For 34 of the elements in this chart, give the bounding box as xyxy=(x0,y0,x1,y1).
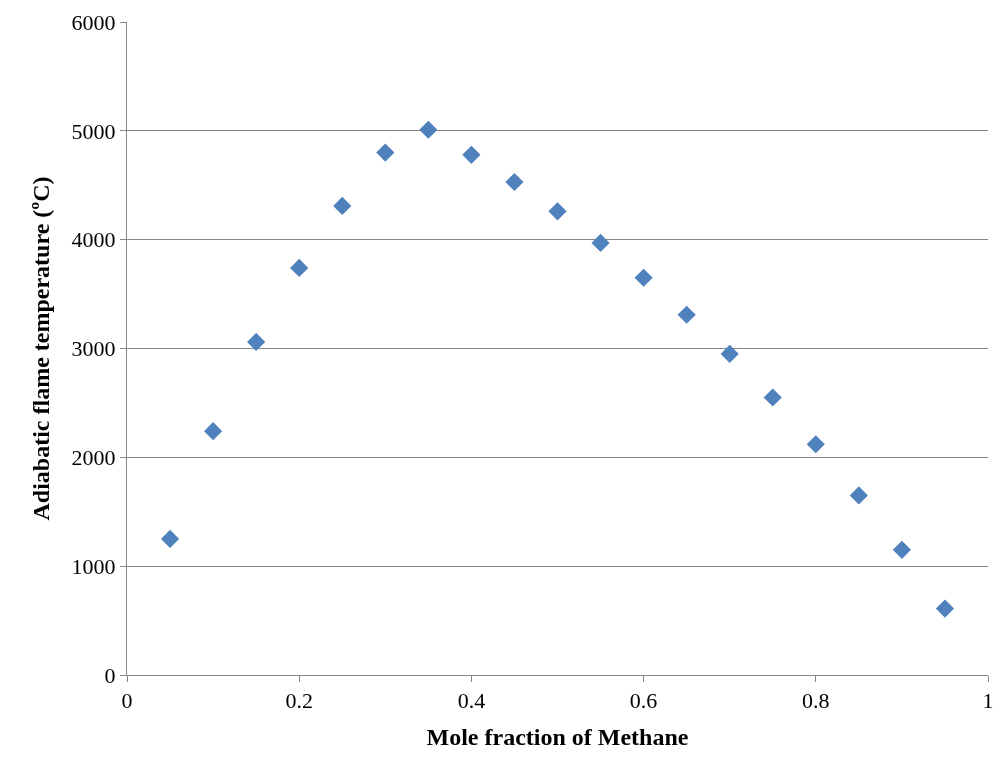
point xyxy=(548,202,567,221)
point xyxy=(763,388,782,407)
point xyxy=(333,196,352,216)
point xyxy=(505,172,524,192)
y-axis-title: Adiabatic flame temperature (ºC) xyxy=(27,176,54,521)
point xyxy=(849,486,868,505)
x-tick-label: 0 xyxy=(121,688,133,714)
point xyxy=(462,145,481,164)
point xyxy=(160,529,180,549)
point xyxy=(290,258,309,278)
y-tick-label: 4000 xyxy=(71,227,116,253)
point xyxy=(204,422,223,441)
point xyxy=(419,120,438,139)
x-tick-label: 0.2 xyxy=(285,688,313,714)
point xyxy=(892,540,911,559)
y-tick-label: 1000 xyxy=(71,553,116,579)
y-tick-label: 3000 xyxy=(71,336,116,362)
y-tick-label: 0 xyxy=(104,662,116,688)
x-tick-label: 0.6 xyxy=(629,688,658,714)
y-tick-label: 6000 xyxy=(71,9,116,35)
x-tick-label: 0.4 xyxy=(457,688,486,714)
point xyxy=(591,233,610,253)
point xyxy=(720,344,739,364)
y-tick-label: 2000 xyxy=(71,445,116,471)
point xyxy=(634,268,653,287)
point xyxy=(376,143,395,162)
point xyxy=(677,305,696,324)
point xyxy=(247,332,266,352)
point xyxy=(806,435,825,454)
x-tick-label: 1 xyxy=(982,688,994,714)
x-tick-label: 0.8 xyxy=(802,688,830,714)
y-tick-label: 5000 xyxy=(71,118,116,144)
x-axis-title: Mole fraction of Methane xyxy=(426,723,689,750)
point xyxy=(935,599,955,618)
